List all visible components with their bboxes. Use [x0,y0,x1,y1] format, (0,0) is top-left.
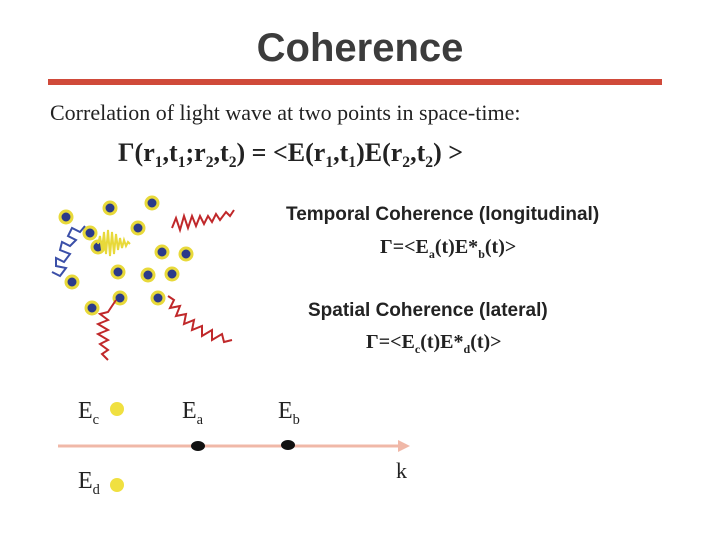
atom [84,300,100,316]
atom [110,264,126,280]
atom [58,209,74,225]
spatial-heading: Spatial Coherence (lateral) [308,300,548,321]
atom [140,267,156,283]
title-rule [48,79,662,85]
point-ea [191,441,205,451]
red-wave-right [167,295,233,344]
label-eb: Eb [278,398,300,428]
label-ec: Ec [78,398,100,428]
atom [82,225,98,241]
intro-text: Correlation of light wave at two points … [50,100,521,125]
atom [154,244,170,260]
atom [164,266,180,282]
atom [150,290,166,306]
temporal-formula: Γ=<Ea(t)E*b(t)> [380,236,517,261]
temporal-heading: Temporal Coherence (longitudinal) [286,204,600,225]
yellow-wave [97,229,131,257]
red-wave-lower [95,299,117,361]
blue-wave [51,225,86,278]
atom [112,290,128,306]
axis-label-k: k [396,458,407,483]
label-ed: Ed [78,468,100,498]
atom [64,274,80,290]
atom [178,246,194,262]
point-ec [110,402,124,416]
point-eb [281,440,295,450]
atom [144,195,160,211]
main-equation: Γ(r1,t1;r2,t2) = <E(r1,t1)E(r2,t2) > [118,138,464,172]
spatial-formula: Γ=<Ec(t)E*d(t)> [366,331,502,356]
atom-cluster [58,195,194,316]
atom [102,200,118,216]
k-axis-arrowhead [398,440,410,452]
point-ed [110,478,124,492]
label-ea: Ea [182,398,204,428]
red-wave-upper [171,209,235,234]
atom [130,220,146,236]
slide-title: Coherence [256,26,464,70]
